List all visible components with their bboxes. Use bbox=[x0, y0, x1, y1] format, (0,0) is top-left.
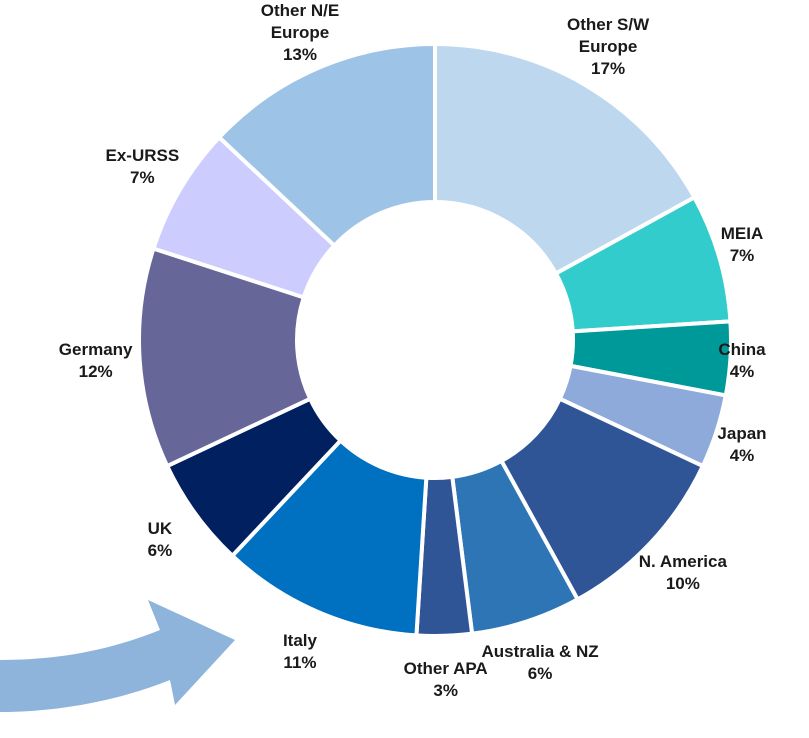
slice-label: Germany 12% bbox=[31, 339, 161, 383]
category-label: Italy bbox=[282, 631, 317, 651]
category-label: N. America bbox=[638, 551, 727, 571]
slice-label: Ex-URSS 7% bbox=[77, 145, 207, 189]
value-label: 4% bbox=[729, 362, 755, 382]
slice-label: MEIA 7% bbox=[677, 223, 807, 267]
slice-label: Other N/E Europe 13% bbox=[235, 0, 365, 66]
value-label: 12% bbox=[78, 362, 113, 382]
value-label: 10% bbox=[665, 573, 700, 593]
slice-label: Australia & NZ 6% bbox=[475, 641, 605, 685]
category-label: UK bbox=[147, 518, 173, 538]
category-label: Japan bbox=[717, 424, 767, 444]
slice-label: Italy 11% bbox=[235, 630, 365, 674]
category-label: Germany bbox=[58, 340, 133, 360]
value-label: 17% bbox=[591, 59, 626, 79]
slice-label: Japan 4% bbox=[677, 423, 807, 467]
value-label: 11% bbox=[283, 653, 317, 673]
category-label: Ex-URSS bbox=[105, 145, 180, 165]
slice-label: Other S/W Europe 17% bbox=[543, 14, 673, 80]
value-label: 7% bbox=[130, 167, 155, 187]
slice-label: UK 6% bbox=[95, 518, 225, 562]
value-label: 4% bbox=[729, 446, 755, 466]
value-label: 7% bbox=[729, 246, 755, 266]
category-label: Australia & NZ bbox=[481, 642, 599, 662]
value-label: 13% bbox=[282, 45, 317, 64]
arrow-icon bbox=[0, 600, 235, 712]
donut-slice bbox=[137, 246, 313, 469]
donut-slice bbox=[216, 41, 437, 249]
category-label: China bbox=[718, 340, 766, 360]
slice-label: China 4% bbox=[677, 339, 807, 383]
slice-label: N. America 10% bbox=[618, 551, 748, 595]
value-label: 6% bbox=[527, 664, 553, 684]
category-label: Other S/W Europe bbox=[566, 15, 650, 57]
value-label: 3% bbox=[433, 680, 458, 700]
donut-slice bbox=[229, 437, 429, 638]
category-label: Other APA bbox=[403, 658, 488, 678]
category-label: MEIA bbox=[720, 224, 764, 244]
category-label: Other N/E Europe bbox=[260, 1, 340, 42]
donut-slice bbox=[433, 41, 698, 277]
slice-label: Other APA 3% bbox=[381, 658, 511, 702]
value-label: 6% bbox=[147, 540, 173, 560]
